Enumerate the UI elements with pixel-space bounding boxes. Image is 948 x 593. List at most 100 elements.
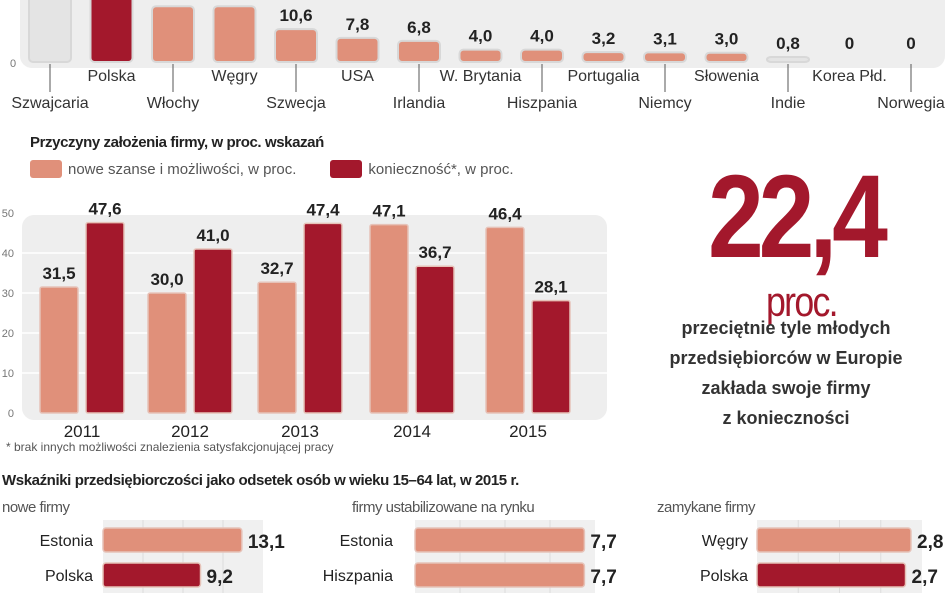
legend-label-necessity: konieczność*, w proc.: [368, 160, 514, 178]
category-label: Estonia: [340, 533, 393, 550]
legend-swatch-opportunity: [30, 160, 62, 178]
bar: [89, 0, 134, 63]
bar: [369, 223, 409, 414]
data-label: 4,0: [530, 27, 554, 46]
data-label: 4,0: [469, 27, 493, 46]
y-tick-label: 50: [2, 208, 14, 220]
data-label: 7,7: [590, 532, 616, 553]
bar: [102, 527, 243, 553]
legend-label-opportunity: nowe szanse i możliwości, w proc.: [68, 160, 297, 178]
bar: [414, 527, 586, 553]
bar: [643, 51, 687, 63]
y-tick-label: 0: [10, 58, 16, 70]
bar: [531, 299, 571, 414]
x-tick-label: USA: [341, 68, 374, 85]
data-label: 28,1: [534, 278, 567, 297]
callout-line: z konieczności: [722, 408, 850, 428]
data-label: 10,6: [279, 6, 312, 25]
y-tick-label: 0: [8, 408, 14, 420]
countries-bar-chart: 0 Szwajcaria Polska Włochy Węgry 10,6 Szwecja 7…: [10, 0, 945, 112]
x-tick-label: Słowenia: [694, 68, 759, 85]
x-tick-label: Norwegia: [877, 95, 945, 112]
reasons-chart-title: Przyczyny założenia firmy, w proc. wskaz…: [30, 134, 324, 151]
bar: [458, 48, 503, 63]
data-label: 30,0: [150, 270, 183, 289]
data-label: 3,1: [653, 29, 677, 48]
data-label: 2,7: [912, 567, 938, 588]
x-tick-label: 2015: [509, 422, 547, 440]
y-tick-label: 20: [2, 328, 14, 340]
x-tick-label: 2014: [393, 422, 431, 440]
indicators-title: Wskaźniki przedsiębiorczości jako odsete…: [2, 472, 519, 489]
callout-line: zakłada swoje firmy: [701, 378, 871, 398]
bar: [415, 265, 455, 414]
bar: [485, 226, 525, 414]
category-label: Węgry: [702, 533, 748, 550]
reasons-bar-chart: 0 10 20 30 40 50 31,5 47,6 2011 30,0 41,0 2012 32,7 4…: [2, 200, 607, 440]
bar: [257, 281, 297, 414]
data-label: 6,8: [407, 18, 431, 37]
footnote: * brak innych możliwości znalezienia sat…: [6, 440, 334, 454]
callout-unit: proc.: [766, 278, 839, 325]
x-tick-label: W. Brytania: [440, 68, 522, 85]
data-label: 41,0: [196, 226, 229, 245]
y-tick-label: 40: [2, 248, 14, 260]
data-label: 2,8: [917, 532, 943, 553]
category-label: Hiszpania: [323, 568, 393, 585]
x-tick-label: Korea Płd.: [812, 68, 887, 85]
data-label: 0,8: [776, 34, 800, 53]
indicators-bar-chart: Estonia 13,1 Polska 9,2 Estonia 7,7 Hiszpania 7…: [40, 520, 943, 593]
category-label: Estonia: [40, 533, 93, 550]
data-label: 47,1: [372, 202, 405, 221]
callout-line: przedsiębiorców w Europie: [669, 348, 903, 368]
panel-subtitle-established: firmy ustabilizowane na rynku: [352, 499, 535, 516]
y-tick-label: 30: [2, 288, 14, 300]
x-tick-label: 2011: [64, 422, 101, 440]
bar: [28, 0, 72, 63]
bar: [756, 562, 907, 588]
x-tick-label: Niemcy: [638, 95, 691, 112]
bar: [766, 56, 810, 63]
callout-line: przeciętnie tyle młodych: [681, 318, 891, 338]
bar: [335, 36, 380, 63]
x-tick-label: Hiszpania: [507, 95, 577, 112]
x-tick-label: Włochy: [147, 95, 199, 112]
legend: nowe szanse i możliwości, w proc. koniec…: [30, 160, 514, 178]
bar: [85, 221, 125, 414]
data-label: 3,2: [592, 29, 616, 48]
x-tick-label: Węgry: [211, 68, 257, 85]
panel-subtitle-closing: zamykane firmy: [657, 499, 756, 516]
bar: [151, 5, 195, 63]
bar: [303, 222, 343, 414]
x-tick-label: Portugalia: [567, 68, 639, 85]
data-label: 46,4: [488, 204, 522, 223]
x-tick-label: 2012: [171, 422, 209, 440]
bar: [212, 5, 257, 63]
data-label: 47,4: [306, 200, 340, 219]
data-label: 7,8: [346, 15, 370, 34]
panel-subtitle-new: nowe firmy: [2, 499, 70, 516]
y-tick-label: 10: [2, 368, 14, 380]
bar: [39, 286, 79, 414]
x-tick-label: Szwecja: [266, 95, 326, 112]
bar: [397, 39, 441, 63]
x-tick-label: 2013: [281, 422, 319, 440]
x-tick-label: Indie: [771, 95, 806, 112]
bar: [414, 562, 586, 588]
category-label: Polska: [45, 568, 93, 585]
x-tick-label: Polska: [87, 68, 135, 85]
bar: [756, 527, 912, 553]
callout-number: 22,4: [708, 151, 888, 283]
x-tick-label: Szwajcaria: [11, 95, 88, 112]
bar: [520, 48, 564, 63]
bar: [147, 292, 187, 414]
bar: [193, 248, 233, 414]
callout: 22,4 proc.: [668, 158, 928, 326]
data-label: 3,0: [715, 30, 739, 49]
category-label: Polska: [700, 568, 748, 585]
data-label: 9,2: [207, 567, 233, 588]
callout-description: przeciętnie tyle młodych przedsiębiorców…: [636, 313, 936, 433]
data-label: 7,7: [590, 567, 616, 588]
bar: [704, 51, 749, 64]
legend-swatch-necessity: [330, 160, 363, 178]
